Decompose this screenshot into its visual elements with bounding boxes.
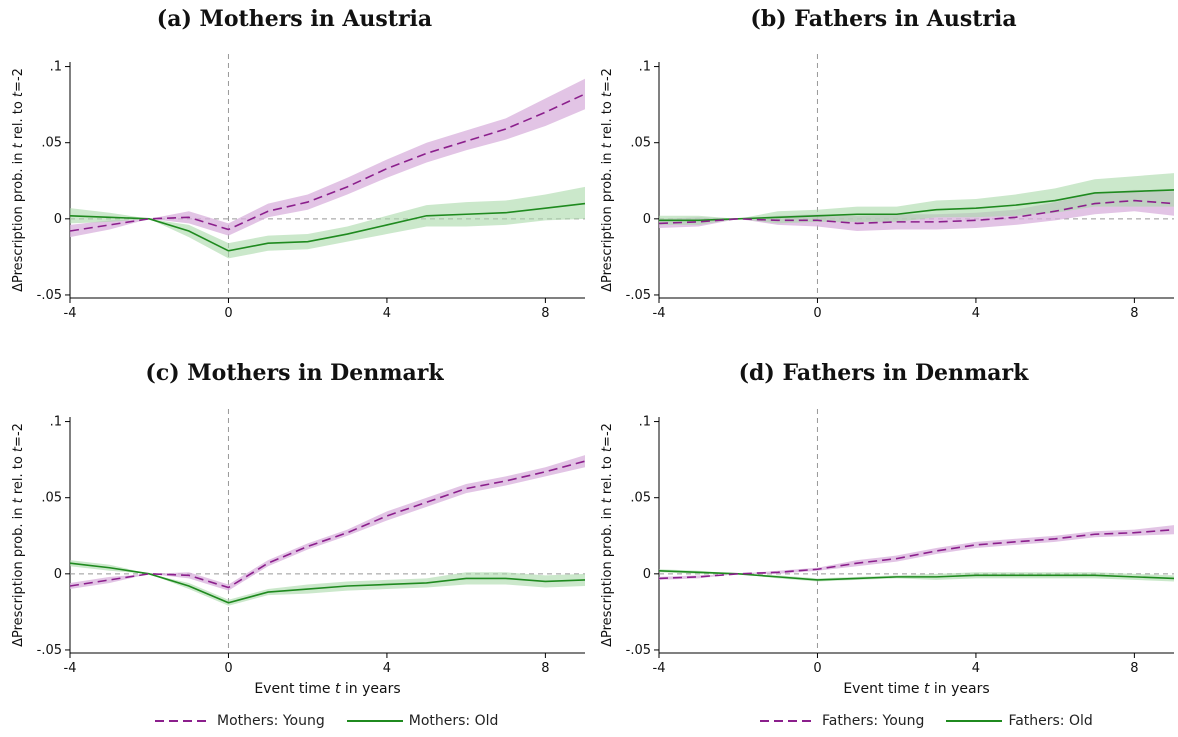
old-confidence-band — [659, 173, 1174, 225]
y-tick-label: .05 — [630, 491, 651, 506]
chart-fathers-denmark: -.05 0 .05 .1 -4 0 4 8 ΔPrescription prob. in t … — [600, 409, 1175, 697]
chart-mothers-austria: -.05 0 .05 .1 -4 0 4 8 ΔPrescription prob. in t … — [11, 54, 586, 321]
x-tick-label: 0 — [813, 306, 821, 321]
young-confidence-band — [70, 78, 585, 238]
legend-label: Mothers: Young — [217, 713, 325, 729]
legend-fathers: Fathers: Young Fathers: Old — [760, 713, 1115, 729]
x-tick-label: 4 — [383, 661, 391, 676]
young-series-line — [658, 199, 1175, 225]
old-confidence-band — [70, 560, 585, 606]
y-tick-label: .05 — [41, 491, 62, 506]
x-tick-label: 4 — [972, 306, 980, 321]
panel-fathers-denmark: (d) Fathers in Denmark -.05 0 .05 .1 -4 0 4 8 ΔP… — [589, 355, 1178, 700]
x-tick-label: -4 — [653, 306, 666, 321]
y-axis-label: ΔPrescription prob. in t rel. to t=-2 — [11, 423, 26, 647]
y-tick-label: .1 — [50, 60, 62, 75]
chart-mothers-denmark: -.05 0 .05 .1 -4 0 4 8 ΔPrescription prob. in t … — [11, 409, 586, 697]
x-axis-label: Event time t in years — [254, 681, 400, 697]
x-tick-label: 8 — [541, 661, 549, 676]
y-tick-label: 0 — [643, 567, 651, 582]
panel-title: (c) Mothers in Denmark — [145, 360, 444, 386]
panel-fathers-austria: (b) Fathers in Austria -.05 0 .05 .1 -4 0 4 8 ΔP… — [589, 0, 1178, 330]
legend-label: Fathers: Young — [822, 713, 925, 729]
dashed-line-swatch — [760, 720, 816, 722]
x-tick-label: -4 — [64, 306, 77, 321]
panel-mothers-denmark: (c) Mothers in Denmark -.05 0 .05 .1 -4 0 4 8 ΔP… — [0, 355, 589, 700]
legend-item-old: Mothers: Old — [346, 713, 499, 729]
legend-item-young: Mothers: Young — [155, 713, 325, 729]
x-tick-label: 8 — [1130, 306, 1138, 321]
young-confidence-band — [659, 525, 1174, 580]
old-series-line — [69, 202, 586, 252]
y-tick-label: .1 — [50, 415, 62, 430]
legend-label: Mothers: Old — [408, 713, 499, 729]
x-tick-label: -4 — [64, 661, 77, 676]
solid-line-swatch — [346, 720, 403, 722]
x-tick-label: 0 — [813, 661, 821, 676]
panel-title: (a) Mothers in Austria — [156, 6, 433, 32]
y-tick-label: -.05 — [37, 643, 62, 658]
legend-label: Fathers: Old — [1008, 713, 1093, 729]
x-tick-label: 0 — [224, 306, 232, 321]
old-series-line — [69, 562, 586, 604]
chart-fathers-austria: -.05 0 .05 .1 -4 0 4 8 ΔPrescription prob. in t … — [600, 54, 1175, 321]
old-confidence-band — [70, 186, 585, 259]
x-tick-label: 8 — [1130, 661, 1138, 676]
panel-title: (b) Fathers in Austria — [750, 6, 1017, 32]
x-tick-label: 4 — [972, 661, 980, 676]
legend-item-old: Fathers: Old — [946, 713, 1093, 729]
x-tick-label: 0 — [224, 661, 232, 676]
y-tick-label: .05 — [630, 136, 651, 151]
x-axis-label: Event time t in years — [843, 681, 989, 697]
legend-mothers: Mothers: Young Mothers: Old — [155, 713, 520, 729]
young-series-line — [69, 93, 586, 232]
young-series-line — [69, 460, 586, 589]
y-tick-label: -.05 — [626, 288, 651, 303]
dashed-line-swatch — [155, 720, 211, 722]
legend-item-young: Fathers: Young — [760, 713, 924, 729]
panel-title: (d) Fathers in Denmark — [738, 360, 1029, 386]
x-tick-label: -4 — [653, 661, 666, 676]
y-tick-label: 0 — [643, 212, 651, 227]
y-tick-label: 0 — [54, 567, 62, 582]
solid-line-swatch — [946, 720, 1003, 722]
x-tick-label: 8 — [541, 306, 549, 321]
y-axis-label: ΔPrescription prob. in t rel. to t=-2 — [600, 423, 615, 647]
y-tick-label: 0 — [54, 212, 62, 227]
y-tick-label: -.05 — [626, 643, 651, 658]
x-tick-label: 4 — [383, 306, 391, 321]
y-tick-label: .1 — [639, 60, 651, 75]
y-tick-label: -.05 — [37, 288, 62, 303]
y-tick-label: .1 — [639, 415, 651, 430]
young-series-line — [658, 528, 1175, 580]
y-axis-label: ΔPrescription prob. in t rel. to t=-2 — [11, 68, 26, 292]
panel-mothers-austria: (a) Mothers in Austria -.05 0 .05 .1 -4 0 4 8 ΔP… — [0, 0, 589, 330]
young-confidence-band — [70, 455, 585, 591]
y-tick-label: .05 — [41, 136, 62, 151]
y-axis-label: ΔPrescription prob. in t rel. to t=-2 — [600, 68, 615, 292]
